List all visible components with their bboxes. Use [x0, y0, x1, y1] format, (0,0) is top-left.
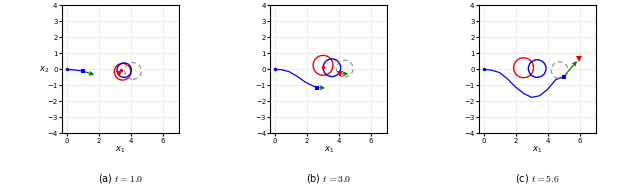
X-axis label: $x_1$: $x_1$: [532, 145, 542, 156]
Text: (b) $t = 3.0$: (b) $t = 3.0$: [306, 172, 351, 185]
X-axis label: $x_1$: $x_1$: [115, 145, 125, 156]
Text: (c) $t = 5.6$: (c) $t = 5.6$: [515, 172, 559, 185]
Text: (a) $t = 1.0$: (a) $t = 1.0$: [97, 172, 143, 185]
Y-axis label: $x_2$: $x_2$: [39, 64, 49, 75]
X-axis label: $x_1$: $x_1$: [324, 145, 334, 156]
